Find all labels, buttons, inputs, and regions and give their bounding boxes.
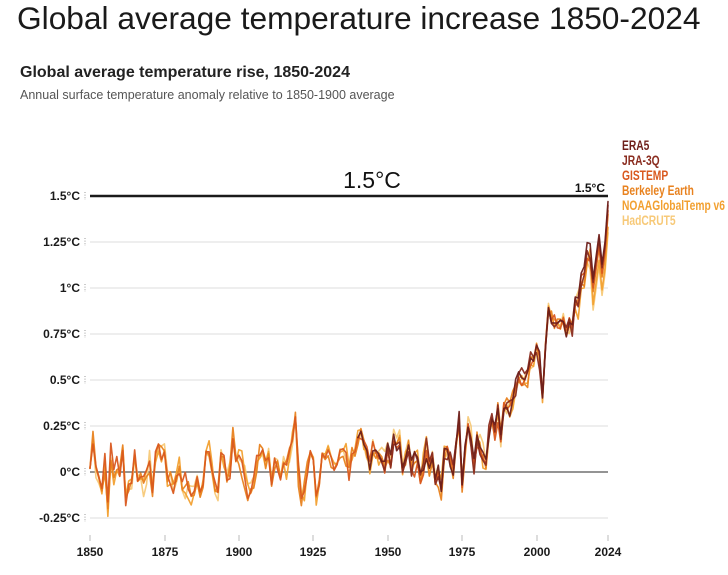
svg-text:ERA5: ERA5 [622, 137, 650, 153]
svg-text:2000: 2000 [524, 545, 551, 559]
svg-text:0.75°C: 0.75°C [43, 327, 80, 341]
svg-text:1875: 1875 [152, 545, 179, 559]
svg-text:1925: 1925 [300, 545, 327, 559]
svg-text:HadCRUT5: HadCRUT5 [622, 212, 676, 228]
svg-text:1.25°C: 1.25°C [43, 235, 80, 249]
svg-text:1°C: 1°C [60, 281, 80, 295]
svg-text:2024: 2024 [595, 545, 622, 559]
svg-text:-0.25°C: -0.25°C [39, 511, 80, 525]
svg-text:JRA-3Q: JRA-3Q [622, 152, 660, 168]
svg-text:0.5°C: 0.5°C [50, 373, 80, 387]
svg-text:NOAAGlobalTemp v6: NOAAGlobalTemp v6 [622, 197, 725, 213]
svg-text:Berkeley Earth: Berkeley Earth [622, 182, 694, 198]
svg-text:1900: 1900 [226, 545, 253, 559]
svg-text:GISTEMP: GISTEMP [622, 167, 668, 183]
svg-text:0°C: 0°C [60, 465, 80, 479]
svg-text:1975: 1975 [449, 545, 476, 559]
svg-text:0.25°C: 0.25°C [43, 419, 80, 433]
svg-text:1950: 1950 [375, 545, 402, 559]
svg-text:1850: 1850 [77, 545, 104, 559]
svg-text:1.5°C: 1.5°C [575, 181, 605, 195]
svg-text:1.5°C: 1.5°C [343, 167, 401, 193]
svg-text:1.5°C: 1.5°C [50, 189, 80, 203]
